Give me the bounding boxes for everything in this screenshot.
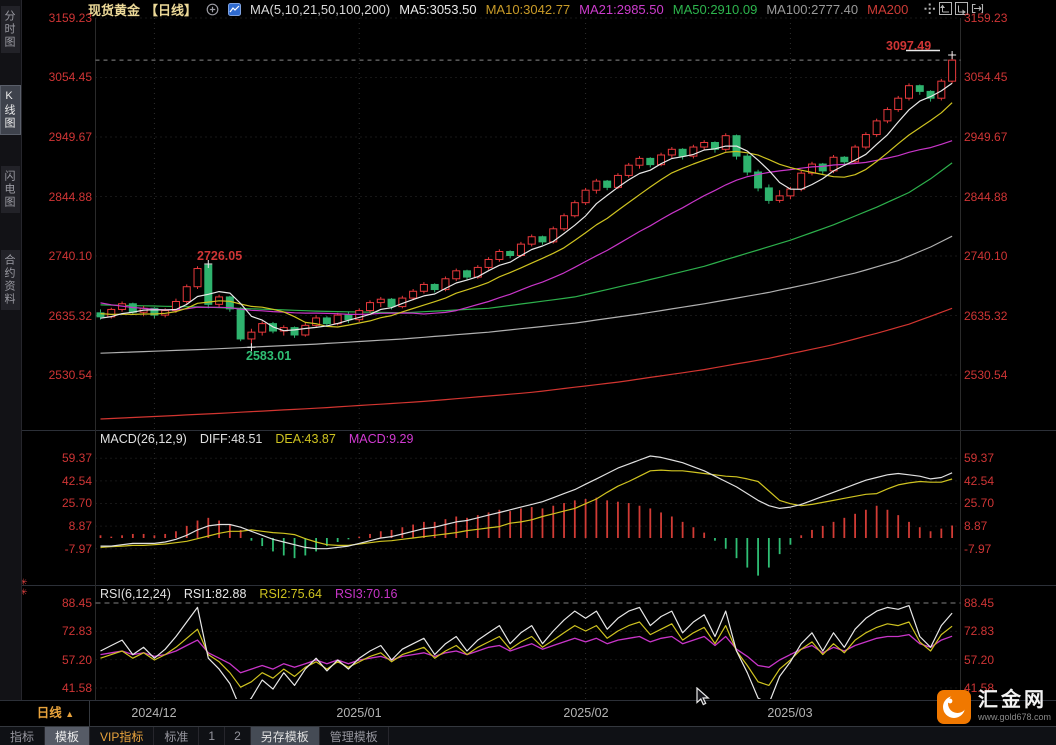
period-selector-button[interactable]: 日线 ▲ (22, 701, 90, 726)
tab-template-2[interactable]: 2 (225, 727, 251, 745)
mouse-cursor (696, 687, 710, 706)
tab-templates[interactable]: 模板 (45, 727, 91, 745)
date-label: 2025/01 (336, 706, 382, 720)
tab-standard[interactable]: 标准 (154, 727, 200, 745)
tab-template-1[interactable]: 1 (199, 727, 226, 745)
tab-indicators[interactable]: 指标 (0, 727, 46, 745)
date-label: 2025/03 (767, 706, 813, 720)
period-selector-arrow-icon: ▲ (65, 709, 75, 719)
zoom-axis-right-icon[interactable] (955, 2, 968, 15)
chart-toolbar (923, 2, 984, 15)
pan-crosshair-icon[interactable] (923, 2, 936, 15)
sidebar-tab-kline-chart[interactable]: K线图 (0, 85, 21, 135)
tab-manage-templates[interactable]: 管理模板 (320, 727, 389, 745)
tab-vip-indicators[interactable]: VIP指标 (90, 727, 155, 745)
site-logo: 汇金网 www.gold678.com (936, 689, 1051, 725)
logo-url: www.gold678.com (978, 712, 1052, 722)
period-selector-label: 日线 (36, 706, 62, 720)
timeline-row: 日线 ▲ 2024/12 2025/01 2025/02 2025/03 (0, 700, 1056, 727)
sidebar-tab-lightning-chart[interactable]: 闪电图 (1, 166, 20, 213)
sidebar-tab-contract-info[interactable]: 合约资料 (1, 250, 20, 310)
macd-panel-marker-icon[interactable]: ✳ (20, 577, 28, 587)
sidebar-tab-time-chart[interactable]: 分时图 (1, 6, 20, 53)
zoom-axis-up-icon[interactable] (939, 2, 952, 15)
tab-save-template[interactable]: 另存模板 (250, 727, 320, 745)
bottom-tab-bar: 指标 模板 VIP指标 标准 1 2 另存模板 管理模板 (0, 726, 1056, 745)
date-label: 2024/12 (131, 706, 177, 720)
logo-name: 汇金网 (978, 689, 1047, 711)
left-sidebar: 分时图 K线图 闪电图 合约资料 (0, 0, 22, 744)
logo-crescent-icon (937, 690, 971, 724)
date-label: 2025/02 (563, 706, 609, 720)
rsi-panel-marker-icon[interactable]: ✳ (20, 587, 28, 597)
exit-right-icon[interactable] (971, 2, 984, 15)
